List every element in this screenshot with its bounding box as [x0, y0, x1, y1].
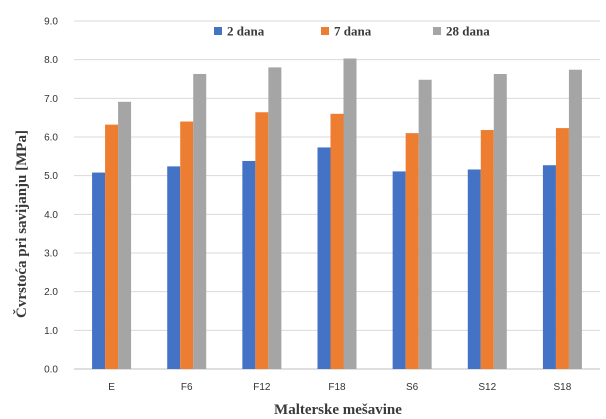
bar-7-dana-S6 [405, 133, 419, 369]
bar-2-dana-F6 [167, 166, 181, 369]
bar-28-dana-E [118, 101, 132, 370]
x-tick-label: E [108, 382, 115, 393]
y-tick-label: 0.0 [44, 365, 58, 376]
y-tick-label: 4.0 [44, 210, 58, 221]
y-tick-label: 3.0 [44, 249, 58, 260]
bar-7-dana-F18 [330, 113, 344, 369]
y-tick-label: 9.0 [44, 17, 58, 28]
bar-2-dana-E [92, 172, 106, 369]
bar-2-dana-S18 [542, 165, 556, 369]
y-tick-label: 2.0 [44, 287, 58, 298]
legend-swatch [214, 27, 222, 35]
y-axis-ticks: 0.0 1.0 2.0 3.0 4.0 5.0 6.0 7.0 8.0 9.0 [44, 17, 58, 376]
x-tick-label: S18 [554, 382, 572, 393]
bar-28-dana-S12 [493, 73, 507, 370]
y-tick-label: 7.0 [44, 94, 58, 105]
bar-7-dana-S18 [555, 128, 569, 369]
legend-swatch [321, 27, 329, 35]
bar-7-dana-E [105, 124, 119, 369]
y-tick-label: 8.0 [44, 55, 58, 66]
legend-label: 28 dana [446, 24, 490, 39]
x-tick-label: F12 [253, 382, 271, 393]
x-axis-ticks: E F6 F12 F18 S6 S12 S18 [108, 382, 572, 393]
y-tick-label: 1.0 [44, 326, 58, 337]
legend-label: 7 dana [334, 24, 372, 39]
x-tick-label: S12 [478, 382, 496, 393]
bar-28-dana-F18 [343, 58, 357, 370]
bar-2-dana-F12 [242, 160, 256, 369]
bar-28-dana-F12 [268, 67, 282, 370]
bar-28-dana-F6 [193, 73, 207, 370]
legend-swatch [433, 27, 441, 35]
y-tick-label: 5.0 [44, 171, 58, 182]
bar-7-dana-F6 [180, 121, 194, 370]
legend: 2 dana 7 dana 28 dana [214, 24, 490, 39]
bar-2-dana-S12 [467, 169, 481, 369]
legend-label: 2 dana [227, 24, 265, 39]
bar-28-dana-S6 [418, 79, 432, 370]
bar-2-dana-S6 [392, 171, 406, 369]
y-axis-title: Čvrstoća pri savijanju [MPa] [13, 130, 30, 318]
x-tick-label: S6 [406, 382, 419, 393]
y-tick-label: 6.0 [44, 133, 58, 144]
x-tick-label: F18 [328, 382, 346, 393]
x-tick-label: F6 [181, 382, 193, 393]
bar-7-dana-F12 [255, 112, 269, 370]
bar-28-dana-S18 [568, 69, 582, 369]
bar-2-dana-F18 [317, 147, 331, 369]
bars [92, 58, 582, 370]
bar-7-dana-S12 [480, 130, 494, 369]
x-axis-title: Malterske mešavine [274, 402, 402, 418]
